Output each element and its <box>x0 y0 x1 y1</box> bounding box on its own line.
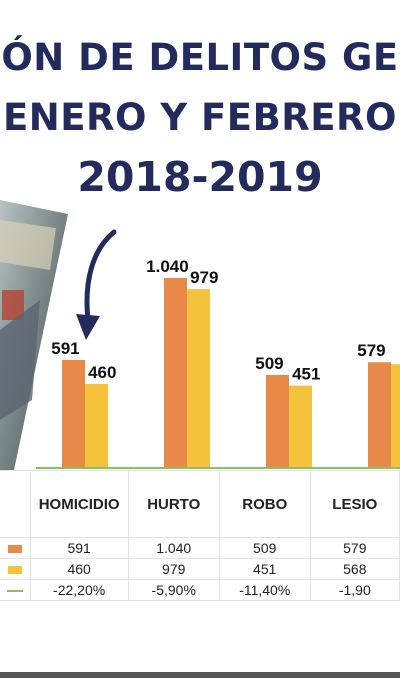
table-cell: 1.040 <box>127 537 220 559</box>
bar-hurto-series-1 <box>187 289 210 468</box>
table-cell: -1,90 <box>309 579 400 601</box>
bar-homicidio-series-0 <box>62 360 85 468</box>
table-row-2019: 460 979 451 568 <box>0 558 400 580</box>
swatch-variation-icon <box>6 590 23 593</box>
table-cell: 509 <box>218 537 311 559</box>
table-cell: 451 <box>218 558 311 580</box>
bar-robo-series-1 <box>289 385 312 468</box>
bottom-rule <box>0 672 400 678</box>
table-header: LESIO <box>309 470 400 538</box>
swatch-2019-icon <box>7 566 22 575</box>
swatch-2018-icon <box>7 545 22 554</box>
bar-robo-series-0 <box>266 374 289 468</box>
table-header-row: HOMICIDIO HURTO ROBO LESIO <box>0 470 400 538</box>
table-cell: -11,40% <box>218 579 311 601</box>
table-cell: 591 <box>29 537 129 559</box>
data-label: 591 <box>51 339 79 358</box>
legend-key-2019 <box>0 558 31 580</box>
table-cell: 460 <box>29 558 129 580</box>
data-label: 509 <box>255 354 283 373</box>
bar-lesio-series-0 <box>368 362 391 468</box>
table-cell: 568 <box>309 558 400 580</box>
bar-lesio-series-1 <box>391 364 400 468</box>
arrow-head-icon <box>76 314 100 340</box>
background-photo <box>0 200 68 470</box>
page-title-years: 2018-2019 <box>77 153 323 201</box>
page-title-line-2: ENERO Y FEBRERO <box>3 96 397 139</box>
table-header: ROBO <box>218 470 311 538</box>
page-title-line-1: ÓN DE DELITOS GE <box>1 36 399 79</box>
legend-key-variation <box>0 579 31 601</box>
table-header: HURTO <box>127 470 220 538</box>
data-label: 451 <box>292 365 320 384</box>
bar-hurto-series-0 <box>164 277 187 468</box>
table-cell: -22,20% <box>29 579 129 601</box>
legend-key-2018 <box>0 537 31 559</box>
data-label: 579 <box>357 341 385 360</box>
data-label: 460 <box>88 363 116 382</box>
table-cell: -5,90% <box>127 579 220 601</box>
table-row-2018: 591 1.040 509 579 <box>0 537 400 559</box>
table-cell: 979 <box>127 558 220 580</box>
table-row-variation: -22,20% -5,90% -11,40% -1,90 <box>0 579 400 601</box>
bars-group <box>62 277 400 468</box>
data-table: HOMICIDIO HURTO ROBO LESIO 591 1.040 509… <box>0 470 400 601</box>
table-corner <box>0 470 31 538</box>
bar-homicidio-series-1 <box>85 383 108 468</box>
arrow-icon <box>84 229 117 323</box>
data-label: 979 <box>190 268 218 287</box>
table-cell: 579 <box>309 537 400 559</box>
data-label: 1.040 <box>146 257 189 276</box>
table-header: HOMICIDIO <box>29 470 129 538</box>
